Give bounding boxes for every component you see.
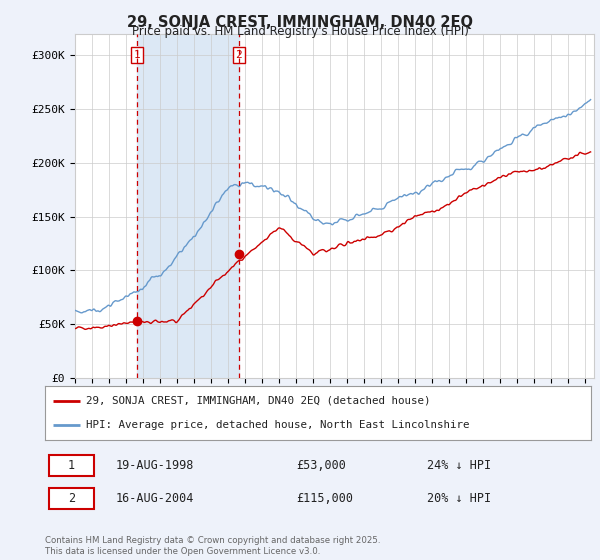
Text: 29, SONJA CREST, IMMINGHAM, DN40 2EQ: 29, SONJA CREST, IMMINGHAM, DN40 2EQ xyxy=(127,15,473,30)
Text: 29, SONJA CREST, IMMINGHAM, DN40 2EQ (detached house): 29, SONJA CREST, IMMINGHAM, DN40 2EQ (de… xyxy=(86,396,430,406)
Text: 1: 1 xyxy=(133,50,140,60)
Text: 16-AUG-2004: 16-AUG-2004 xyxy=(116,492,194,505)
Text: Contains HM Land Registry data © Crown copyright and database right 2025.
This d: Contains HM Land Registry data © Crown c… xyxy=(45,536,380,556)
FancyBboxPatch shape xyxy=(49,488,94,509)
Text: 2: 2 xyxy=(68,492,75,505)
Bar xyxy=(137,34,239,378)
Text: 20% ↓ HPI: 20% ↓ HPI xyxy=(427,492,491,505)
Text: 19-AUG-1998: 19-AUG-1998 xyxy=(116,459,194,472)
Text: 24% ↓ HPI: 24% ↓ HPI xyxy=(427,459,491,472)
Text: £115,000: £115,000 xyxy=(296,492,353,505)
Text: 2: 2 xyxy=(235,50,242,60)
Text: 1: 1 xyxy=(68,459,75,472)
FancyBboxPatch shape xyxy=(49,455,94,476)
Text: Price paid vs. HM Land Registry's House Price Index (HPI): Price paid vs. HM Land Registry's House … xyxy=(131,25,469,38)
Text: HPI: Average price, detached house, North East Lincolnshire: HPI: Average price, detached house, Nort… xyxy=(86,420,469,430)
Text: £53,000: £53,000 xyxy=(296,459,346,472)
